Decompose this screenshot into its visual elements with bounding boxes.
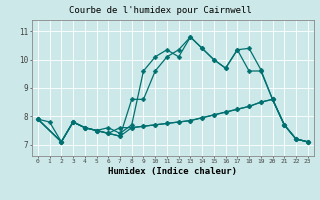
X-axis label: Humidex (Indice chaleur): Humidex (Indice chaleur)	[108, 167, 237, 176]
Text: Courbe de l'humidex pour Cairnwell: Courbe de l'humidex pour Cairnwell	[68, 6, 252, 15]
